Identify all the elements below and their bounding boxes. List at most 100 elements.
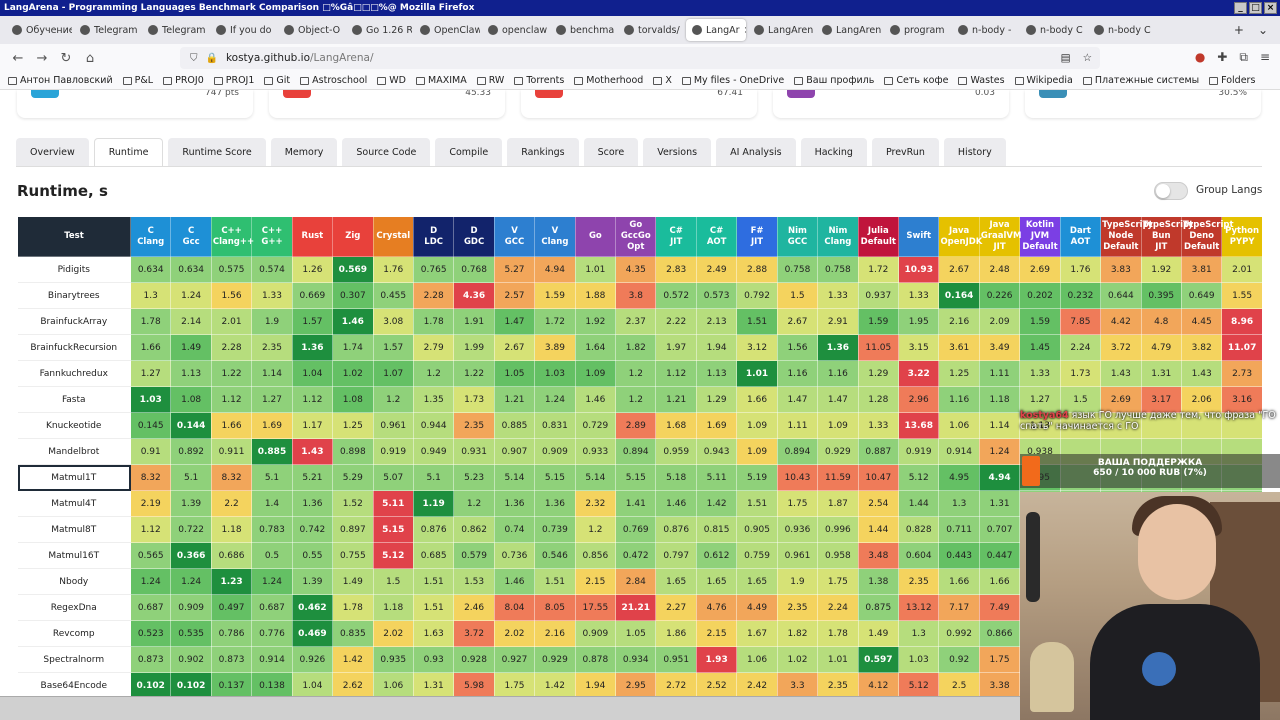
column-header[interactable]: Go (574, 216, 617, 257)
bookmark-item[interactable]: Motherhood (574, 75, 643, 86)
column-header[interactable]: Zig (332, 216, 374, 257)
row-test-name[interactable]: Matmul4T (17, 490, 131, 517)
row-test-name[interactable]: BrainfuckArray (17, 308, 131, 335)
minimize-icon[interactable]: _ (1234, 2, 1247, 14)
column-header[interactable]: Nim Clang (817, 216, 859, 257)
url-bar[interactable]: ⛉ 🔒 kostya.github.io/LangArena/ ▤ ☆ (180, 47, 1100, 69)
column-header[interactable]: C# JIT (655, 216, 697, 257)
back-icon[interactable]: ← (12, 50, 24, 66)
column-header[interactable]: Rust (291, 216, 334, 257)
column-header[interactable]: C Gcc (170, 216, 212, 257)
row-test-name[interactable]: Matmul8T (17, 516, 131, 543)
browser-tab[interactable]: Object-O (278, 19, 344, 41)
bookmark-star-icon[interactable]: ☆ (1082, 52, 1092, 64)
row-test-name[interactable]: Fannkuchredux (17, 360, 131, 387)
tab-runtime-score[interactable]: Runtime Score (168, 138, 266, 166)
browser-tab[interactable]: OpenClaw (414, 19, 480, 41)
column-header[interactable]: V GCC (493, 216, 536, 257)
extension-icon[interactable]: ● (1194, 50, 1206, 64)
tab-versions[interactable]: Versions (643, 138, 712, 166)
browser-tab[interactable]: If you do (210, 19, 276, 41)
tab-prevrun[interactable]: PrevRun (871, 138, 939, 166)
tab-ai-analysis[interactable]: AI Analysis (716, 138, 796, 166)
column-header[interactable]: C Clang (129, 216, 172, 257)
bookmark-item[interactable]: Astroschool (300, 75, 367, 86)
menu-icon[interactable]: ≡ (1259, 50, 1270, 64)
row-test-name[interactable]: Matmul16T (17, 542, 131, 569)
reload-icon[interactable]: ↻ (60, 50, 72, 66)
row-test-name[interactable]: RegexDna (17, 594, 131, 621)
close-icon[interactable]: × (1264, 2, 1277, 14)
tab-overview[interactable]: Overview (16, 138, 89, 166)
column-header[interactable]: D LDC (412, 216, 455, 257)
column-header[interactable]: TypeScript Deno Default (1180, 216, 1234, 257)
browser-tab[interactable]: LangAren (748, 19, 814, 41)
row-test-name[interactable]: BrainfuckRecursion (17, 334, 131, 361)
puzzle-icon[interactable]: ✚ (1217, 50, 1228, 64)
bookmark-item[interactable]: X (653, 75, 672, 86)
browser-tab[interactable]: LangAr × (686, 19, 746, 41)
column-header[interactable]: F# JIT (736, 216, 778, 257)
row-test-name[interactable]: Knuckeotide (17, 412, 131, 439)
column-header[interactable]: Go GccGo Opt (615, 216, 657, 257)
tab-rankings[interactable]: Rankings (507, 138, 579, 166)
column-header[interactable]: Dart AOT (1059, 216, 1102, 257)
home-icon[interactable]: ⌂ (85, 50, 95, 66)
browser-tab[interactable]: benchma (550, 19, 616, 41)
column-header[interactable]: Java OpenJDK (938, 216, 982, 257)
browser-tab[interactable]: n-body - (952, 19, 1018, 41)
row-test-name[interactable]: Binarytrees (17, 282, 131, 309)
column-header[interactable]: Swift (898, 216, 940, 257)
row-test-name[interactable]: Mandelbrot (17, 438, 131, 465)
bookmark-item[interactable]: Антон Павловский (8, 75, 113, 86)
bookmark-item[interactable]: Torrents (514, 75, 564, 86)
browser-tab[interactable]: Go 1.26 R (346, 19, 412, 41)
browser-tab[interactable]: program (884, 19, 950, 41)
tab-memory[interactable]: Memory (270, 138, 338, 166)
tab-hacking[interactable]: Hacking (800, 138, 867, 166)
column-header[interactable]: V Clang (534, 216, 576, 257)
column-header[interactable]: Julia Default (857, 216, 900, 257)
bookmark-item[interactable]: My files - OneDrive (681, 75, 784, 86)
row-test-name[interactable]: Revcomp (17, 620, 131, 647)
bookmark-item[interactable]: Сеть кофе (884, 75, 948, 86)
extensions-icon[interactable]: ⧉ (1239, 50, 1248, 64)
group-langs-toggle[interactable] (1154, 182, 1188, 200)
bookmark-item[interactable]: Wastes (958, 75, 1005, 86)
lock-icon[interactable]: 🔒 (205, 52, 218, 64)
maximize-icon[interactable]: □ (1249, 2, 1262, 14)
browser-tab[interactable]: torvalds/ (618, 19, 684, 41)
browser-tab[interactable]: Telegram (74, 19, 140, 41)
row-test-name[interactable]: Pidigits (17, 256, 131, 283)
tab-history[interactable]: History (943, 138, 1006, 166)
tab-list-icon[interactable]: ⌄ (1257, 23, 1268, 37)
bookmark-item[interactable]: RW (476, 75, 504, 86)
row-test-name[interactable]: Nbody (17, 568, 131, 595)
column-header[interactable]: Crystal (372, 216, 414, 257)
bookmark-item[interactable]: MAXIMA (416, 75, 467, 86)
reader-view-icon[interactable]: ▤ (1060, 52, 1071, 64)
column-header[interactable]: Python PYPY (1221, 216, 1263, 257)
tab-score[interactable]: Score (583, 138, 639, 166)
bookmark-item[interactable]: Folders (1209, 75, 1255, 86)
row-test-name[interactable]: Base64Encode (17, 672, 131, 696)
bookmark-item[interactable]: P&L (122, 75, 153, 86)
browser-tab[interactable]: n-body C (1088, 19, 1154, 41)
tab-runtime[interactable]: Runtime (93, 138, 164, 166)
column-header-test[interactable]: Test (17, 216, 131, 257)
bookmark-item[interactable]: Wikipedia (1014, 75, 1073, 86)
bookmark-item[interactable]: Платежные системы (1082, 75, 1199, 86)
browser-tab[interactable]: n-body C (1020, 19, 1086, 41)
column-header[interactable]: TypeScript Bun JIT (1140, 216, 1193, 257)
column-header[interactable]: Java GraalVM JIT (978, 216, 1021, 257)
bookmark-item[interactable]: WD (377, 75, 406, 86)
row-test-name[interactable]: Fasta (17, 386, 131, 413)
new-tab-icon[interactable]: + (1233, 23, 1244, 37)
column-header[interactable]: Nim GCC (776, 216, 819, 257)
browser-tab[interactable]: openclaw (482, 19, 548, 41)
tab-compile[interactable]: Compile (435, 138, 503, 166)
column-header[interactable]: D GDC (453, 216, 495, 257)
browser-tab[interactable]: Telegram (142, 19, 208, 41)
row-test-name[interactable]: Matmul1T (17, 464, 131, 491)
column-header[interactable]: Kotlin JVM Default (1019, 216, 1061, 257)
